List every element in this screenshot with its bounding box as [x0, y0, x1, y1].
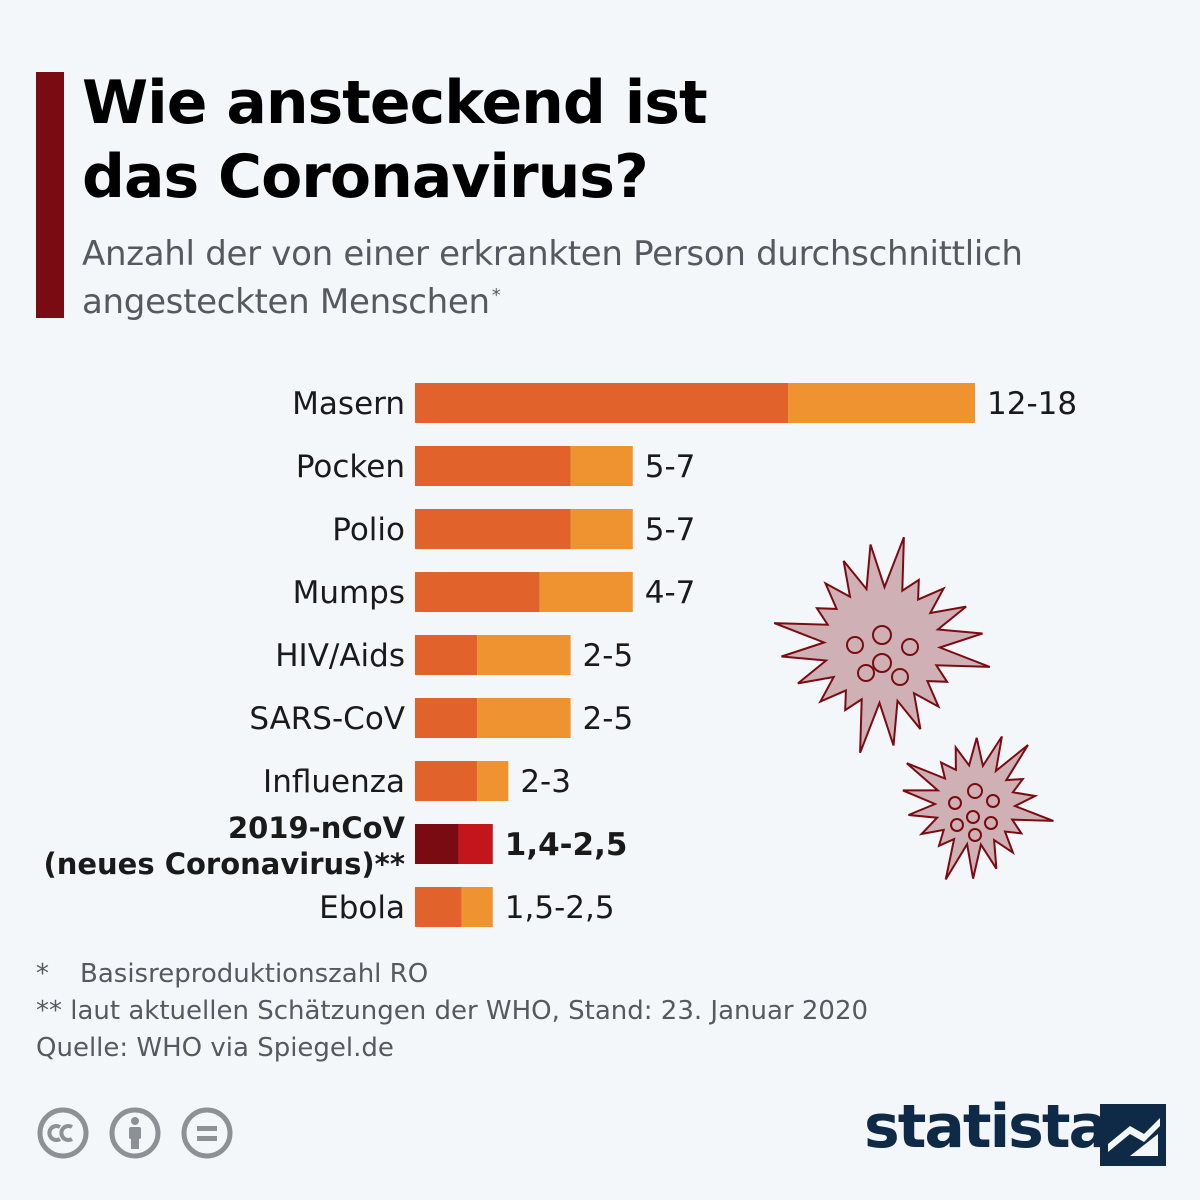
bar-chart: Masern 12-18 Pocken 5-7 Polio 5-7 Mumps 4-7 HIV/…: [43, 383, 1077, 927]
bar-min: [415, 824, 459, 864]
footnotes: * Basisreproduktionszahl RO ** laut aktue…: [36, 956, 1136, 1067]
bar-row: SARS-CoV 2-5: [249, 698, 633, 738]
bar-max: [458, 824, 493, 864]
value-label: 4-7: [645, 575, 696, 611]
bar-max: [539, 572, 633, 612]
source-note: Quelle: WHO via Spiegel.de: [36, 1030, 1136, 1067]
category-label: Influenza: [263, 764, 405, 800]
value-label: 5-7: [645, 512, 696, 548]
subtitle-line-2: angesteckten Menschen: [82, 282, 490, 322]
footnote-mark: **: [36, 996, 62, 1026]
category-label-line: (neues Coronavirus)**: [43, 847, 405, 881]
bar-max: [570, 509, 633, 549]
title-line-2: das Coronavirus?: [82, 142, 649, 212]
footnote-1: * Basisreproduktionszahl RO: [36, 956, 1136, 993]
bar-max: [461, 887, 493, 927]
value-label: 2-3: [520, 764, 571, 800]
bar-max: [788, 383, 975, 423]
value-label: 1,4-2,5: [505, 827, 628, 863]
footnote-mark: *: [36, 959, 49, 989]
bar-min: [415, 446, 571, 486]
title-line-1: Wie ansteckend ist: [82, 68, 708, 138]
category-label: Ebola: [319, 890, 405, 926]
cc-icon[interactable]: [36, 1106, 90, 1160]
bar-min: [415, 383, 789, 423]
subtitle: Anzahl der von einer erkrankten Person d…: [82, 230, 1172, 326]
subtitle-footnote-mark: *: [491, 284, 501, 306]
bar-row: HIV/Aids 2-5: [275, 635, 633, 675]
bar-max: [477, 698, 571, 738]
bar-max: [477, 635, 571, 675]
category-label: Masern: [292, 386, 405, 422]
attribution-icon[interactable]: [108, 1106, 162, 1160]
bar-row: Mumps 4-7: [293, 572, 696, 612]
category-label-line: 2019-nCoV: [228, 811, 406, 845]
category-label: HIV/Aids: [275, 638, 405, 674]
category-label: 2019-nCoV (neues Coronavirus)**: [43, 811, 405, 881]
bar-row: Pocken 5-7: [296, 446, 696, 486]
statista-logo-text[interactable]: statista: [864, 1092, 1109, 1162]
virus-illustration: [773, 536, 1054, 881]
bar-row: 2019-nCoV (neues Coronavirus)** 1,4-2,5: [43, 811, 627, 881]
bar-min: [415, 761, 478, 801]
category-label: Pocken: [296, 449, 405, 485]
virus-large-icon: [773, 536, 991, 754]
value-label: 2-5: [583, 638, 634, 674]
value-label: 12-18: [987, 386, 1077, 422]
category-label: SARS-CoV: [249, 701, 405, 737]
value-label: 5-7: [645, 449, 696, 485]
footnote-text: Basisreproduktionszahl RO: [80, 959, 429, 989]
subtitle-line-2-wrap: angesteckten Menschen *: [82, 278, 1172, 326]
source-text: Quelle: WHO via Spiegel.de: [36, 1033, 394, 1063]
category-label: Mumps: [293, 575, 405, 611]
subtitle-line-1: Anzahl der von einer erkrankten Person d…: [82, 234, 1023, 274]
bar-min: [415, 509, 571, 549]
value-label: 2-5: [583, 701, 634, 737]
footnote-text: laut aktuellen Schätzungen der WHO, Stan…: [70, 996, 869, 1026]
bar-max: [477, 761, 509, 801]
virus-small-icon: [902, 735, 1054, 881]
bar-row: Ebola 1,5-2,5: [319, 887, 615, 927]
no-derivatives-icon[interactable]: [180, 1106, 234, 1160]
statista-logo-icon[interactable]: [1100, 1104, 1166, 1166]
bar-min: [415, 887, 462, 927]
bar-min: [415, 635, 478, 675]
category-label: Polio: [332, 512, 405, 548]
value-label: 1,5-2,5: [505, 890, 615, 926]
accent-bar: [36, 72, 64, 318]
bar-row: Polio 5-7: [332, 509, 695, 549]
footnote-2: ** laut aktuellen Schätzungen der WHO, S…: [36, 993, 1136, 1030]
bar-max: [570, 446, 633, 486]
bar-row: Influenza 2-3: [263, 761, 571, 801]
page-title: Wie ansteckend ist das Coronavirus?: [82, 66, 1162, 214]
bar-row: Masern 12-18: [292, 383, 1077, 423]
bar-min: [415, 572, 540, 612]
bar-min: [415, 698, 478, 738]
